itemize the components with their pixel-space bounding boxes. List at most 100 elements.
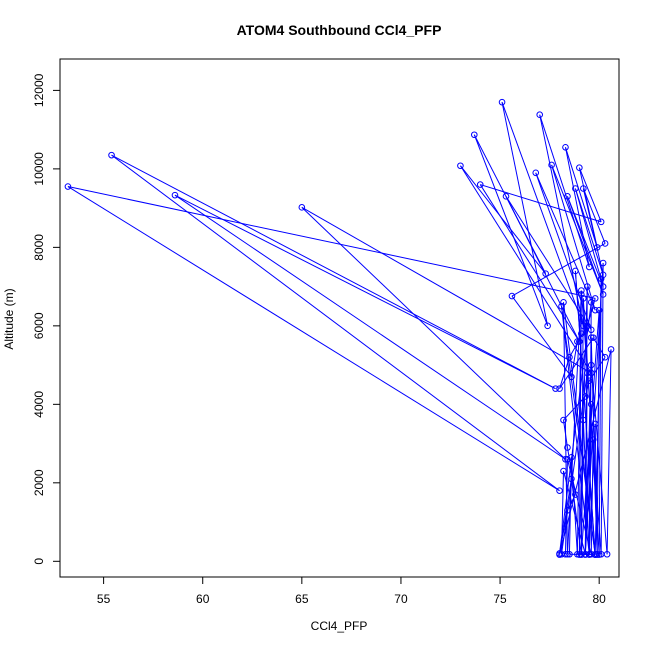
data-point — [108, 151, 115, 159]
series-segment — [574, 188, 604, 287]
series-segment — [580, 298, 584, 555]
series-segment — [174, 194, 566, 460]
series-segment — [505, 196, 592, 331]
data-point — [587, 401, 595, 408]
data-point — [591, 295, 599, 302]
data-point — [564, 444, 571, 451]
series-segment — [606, 349, 612, 555]
series-segment — [511, 243, 606, 297]
data-point — [578, 330, 585, 337]
data-point — [532, 169, 540, 177]
series-segment — [578, 286, 588, 555]
data-point — [599, 283, 607, 290]
series-segment — [600, 263, 604, 555]
series-segment — [111, 154, 560, 492]
series-segment — [565, 147, 598, 248]
data-point — [572, 267, 579, 275]
data-point — [595, 306, 603, 314]
data-point — [564, 550, 571, 558]
data-point — [583, 369, 591, 377]
data-point — [560, 467, 567, 475]
series-segment — [480, 184, 602, 223]
x-tick-label: 70 — [394, 592, 408, 606]
data-point — [298, 204, 306, 211]
data-point — [587, 299, 595, 306]
data-point — [566, 353, 573, 361]
series-segment — [563, 419, 568, 448]
series-segment — [539, 114, 590, 268]
series-segment — [511, 295, 572, 378]
data-point — [585, 263, 593, 271]
plot-frame — [59, 58, 620, 578]
y-axis: 0 2000 4000 6000 8000 10000 12000 — [32, 73, 61, 565]
data-point — [568, 475, 575, 483]
data-point — [580, 185, 587, 192]
series-segment — [570, 341, 578, 377]
series-segment — [473, 134, 549, 327]
series-segment — [67, 186, 596, 299]
data-point — [597, 275, 605, 283]
x-axis-label: CCl4_PFP — [311, 619, 368, 633]
data-point — [599, 271, 607, 279]
data-point — [558, 302, 565, 310]
data-point — [583, 322, 591, 330]
x-tick-label: 80 — [592, 592, 606, 606]
data-point — [576, 164, 583, 172]
series-segment — [566, 196, 604, 287]
data-point — [578, 287, 585, 294]
data-point — [508, 292, 516, 300]
chart-title: ATOM4 Southbound CCl4_PFP — [237, 22, 442, 38]
data-point — [566, 550, 573, 558]
series-segment — [569, 325, 588, 358]
x-tick-label: 75 — [493, 592, 507, 606]
data-point — [583, 283, 591, 290]
data-point — [572, 491, 579, 498]
data-point — [562, 143, 569, 151]
data-point — [589, 334, 597, 341]
x-tick-label: 60 — [196, 592, 210, 606]
data-point — [587, 334, 595, 341]
series-segment — [301, 206, 592, 374]
series-segment — [563, 396, 586, 421]
data-point — [597, 218, 605, 226]
data-point — [470, 131, 478, 139]
series-segment — [582, 188, 606, 244]
data-point — [574, 338, 581, 345]
data-point — [599, 291, 607, 298]
data-point — [580, 322, 587, 330]
series-segment — [559, 337, 594, 389]
data-point — [576, 338, 583, 345]
series-segment — [559, 357, 570, 389]
data-point — [556, 550, 563, 557]
y-tick-label: 6000 — [32, 312, 46, 339]
data-point — [591, 306, 599, 314]
data-point — [536, 111, 544, 119]
data-point — [64, 183, 72, 190]
series-segment — [505, 196, 580, 342]
data-point — [564, 506, 571, 514]
data-point — [591, 420, 599, 428]
series-segment — [111, 154, 556, 390]
series-segment — [574, 270, 596, 555]
data-point — [498, 98, 506, 106]
series-segment — [539, 114, 584, 326]
data-points — [64, 98, 615, 558]
series-segment — [574, 188, 604, 275]
series-segment — [590, 365, 608, 555]
data-point — [548, 161, 555, 169]
data-point — [568, 373, 575, 381]
data-point — [556, 385, 563, 392]
data-point — [562, 455, 569, 463]
series-segment — [576, 333, 582, 342]
y-tick-label: 2000 — [32, 469, 46, 496]
x-tick-label: 65 — [295, 592, 309, 606]
x-tick-label: 55 — [97, 592, 111, 606]
series-segment — [301, 206, 566, 460]
series-segment — [501, 102, 549, 326]
series-segment — [559, 510, 568, 554]
data-point — [572, 185, 579, 192]
series-segment — [578, 167, 602, 223]
data-point — [585, 550, 593, 558]
